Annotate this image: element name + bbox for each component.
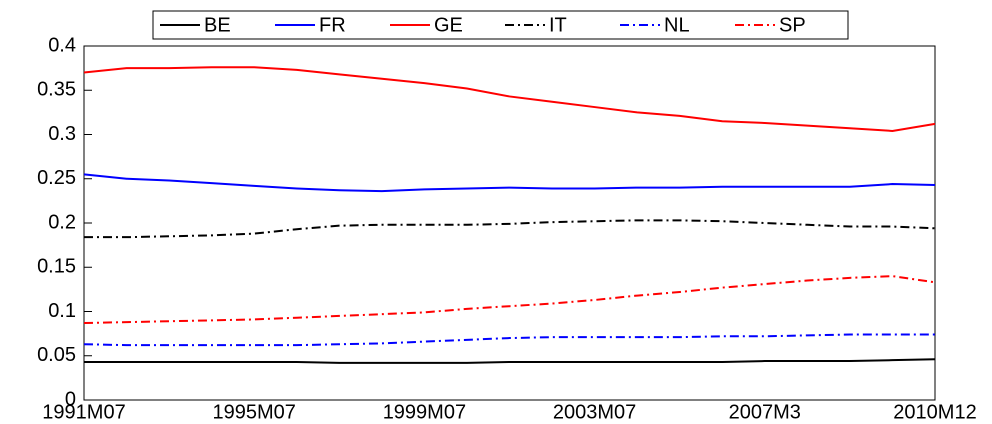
legend-label: IT [549,14,567,36]
x-tick-label: 2007M3 [729,401,801,423]
y-tick-label: 0.15 [37,256,76,278]
y-tick-label: 0.35 [37,79,76,101]
x-tick-label: 1991M07 [42,401,125,423]
legend-label: BE [204,14,231,36]
legend-label: SP [779,14,806,36]
y-tick-label: 0.4 [48,34,76,56]
y-tick-label: 0.3 [48,123,76,145]
series-line [83,173,936,193]
series-line [83,333,935,347]
y-tick-label: 0.2 [48,211,76,233]
series-line [84,219,936,239]
series-line [84,358,936,364]
y-tick-label: 0.05 [37,344,76,366]
y-tick-label: 0.25 [37,167,76,189]
legend-label: NL [664,14,690,36]
x-tick-label: 1999M07 [383,401,466,423]
y-tick-label: 0.1 [48,300,76,322]
y-tick-label: 0 [65,388,76,410]
x-tick-label: 2010M12 [893,401,976,423]
series-line [83,275,936,325]
series-line [83,66,936,132]
x-tick-label: 2003M07 [553,401,636,423]
x-tick-label: 1995M07 [212,401,295,423]
legend-box [152,10,849,40]
legend-label: FR [319,14,346,36]
legend-label: GE [434,14,463,36]
